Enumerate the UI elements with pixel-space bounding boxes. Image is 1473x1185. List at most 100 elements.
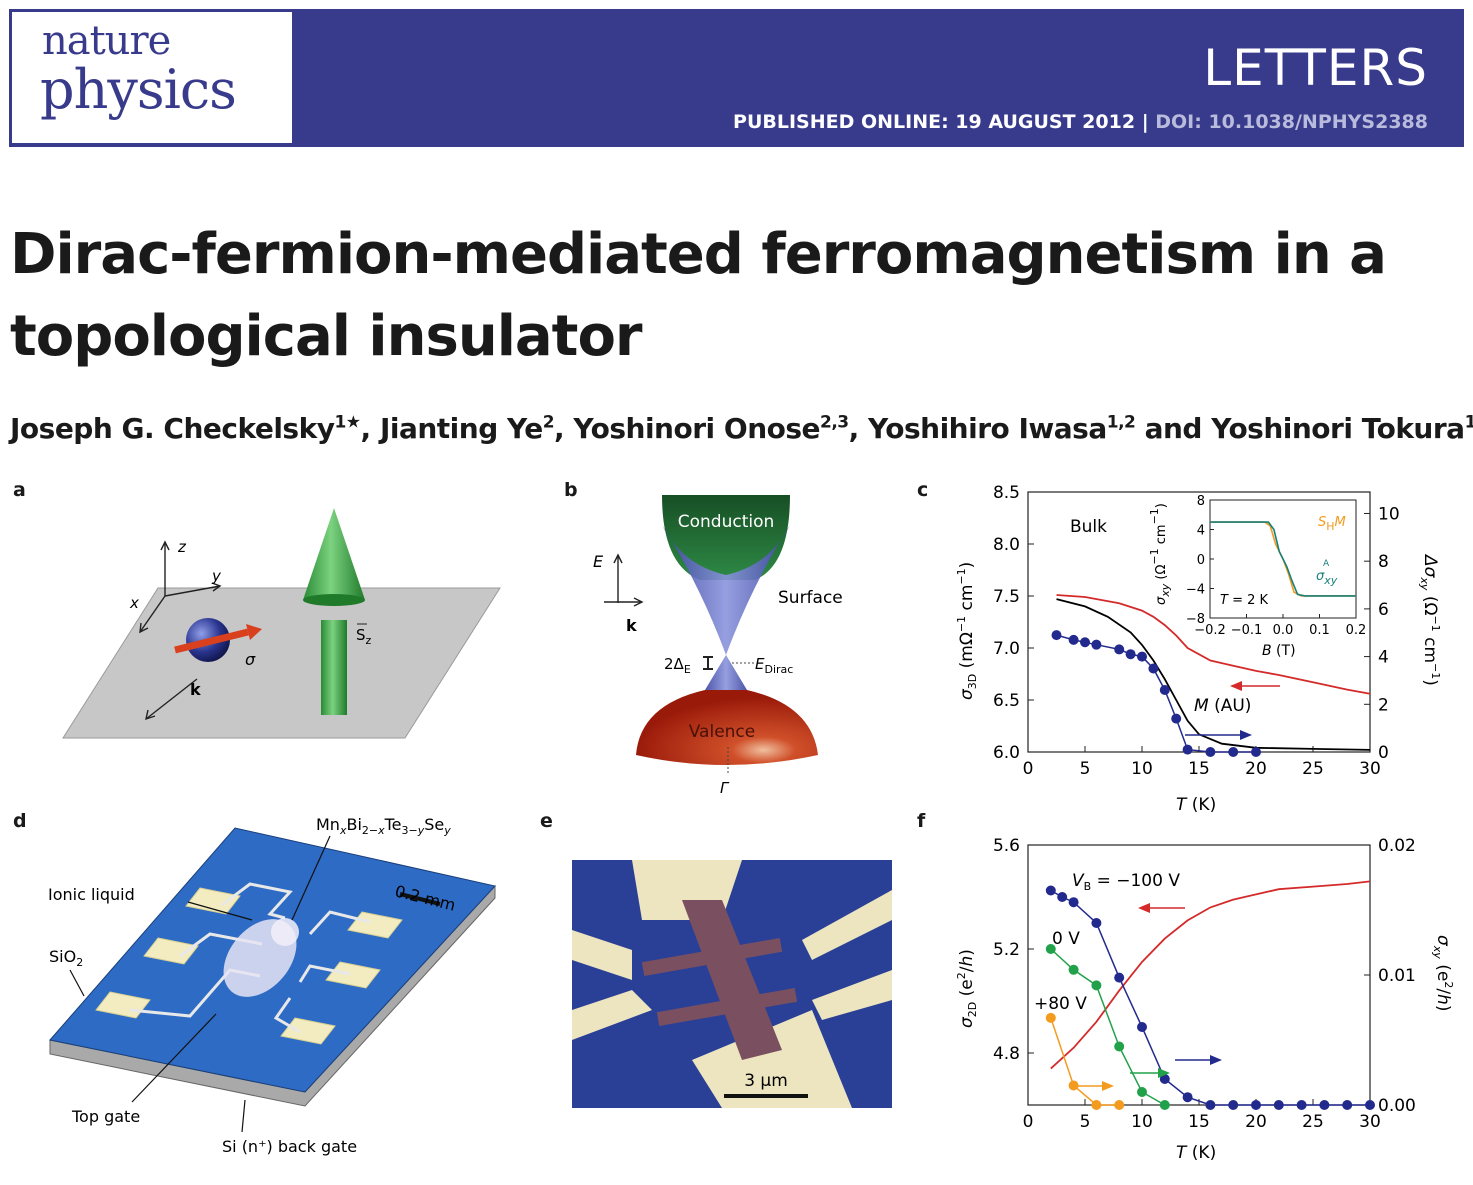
axis-x-label: x <box>129 594 139 612</box>
panel-label-c: c <box>917 479 929 501</box>
inset-legend-sigma: σxy <box>1316 569 1338 587</box>
y-right-tick-label: 8 <box>1378 552 1389 572</box>
data-point <box>1273 1100 1284 1110</box>
x-tick-label: 20 <box>1245 759 1267 779</box>
data-point <box>1319 1100 1330 1110</box>
x-axis-label: T (K) <box>1176 795 1216 815</box>
series-line <box>1050 880 1371 1070</box>
y-left-tick-label: 6.5 <box>993 691 1020 711</box>
data-point <box>1296 1100 1307 1110</box>
k-label: k <box>190 680 201 699</box>
arrowhead <box>1158 1068 1170 1078</box>
x-tick-label: 20 <box>1245 1112 1267 1132</box>
y-right-axis-label: σxy (e2/h) <box>1431 935 1455 1011</box>
data-point <box>1045 885 1056 896</box>
data-point <box>1171 713 1182 724</box>
data-point <box>1125 649 1136 660</box>
spin-arrow <box>246 624 262 640</box>
inset-x-tick-label: 0.2 <box>1346 623 1367 638</box>
panel-label-f: f <box>917 810 926 832</box>
data-point <box>1068 964 1079 975</box>
contact-pad <box>280 1017 336 1045</box>
sio2-label: SiO2 <box>49 947 83 969</box>
arrowhead <box>1102 1081 1114 1091</box>
data-point <box>1068 634 1079 645</box>
author-and: and <box>1135 412 1212 445</box>
logo-physics: physics <box>40 58 237 121</box>
contact-pad <box>185 887 241 915</box>
journal-logo: nature physics <box>12 12 292 143</box>
author-sep: , <box>848 412 869 445</box>
y-left-tick-label: 8.5 <box>993 483 1020 503</box>
series-line <box>1056 598 1371 751</box>
data-point <box>1251 1100 1261 1110</box>
x-tick-label: 10 <box>1131 1112 1153 1132</box>
x-tick-label: 25 <box>1302 759 1324 779</box>
publication-line: PUBLISHED ONLINE: 19 AUGUST 2012 | DOI: … <box>733 111 1428 133</box>
y-left-axis-label: σ3D (mΩ−1 cm−1) <box>955 562 979 700</box>
valence-label: Valence <box>689 722 756 742</box>
arrowhead <box>1230 681 1242 691</box>
data-point <box>1045 1012 1056 1023</box>
x-tick-label: 0 <box>1023 759 1034 779</box>
y-left-tick-label: 4.8 <box>993 1044 1020 1064</box>
axis-z-label: z <box>177 538 187 556</box>
panel-b-band-diagram: Conduction Surface Valence E k 2ΔE EDira… <box>593 495 843 797</box>
series-line <box>1050 1017 1120 1106</box>
back-gate-label: Si (n⁺) back gate <box>222 1137 357 1156</box>
author-sep: , <box>554 412 574 445</box>
surface-label: Surface <box>778 588 843 608</box>
author-name: Joseph G. Checkelsky <box>10 412 335 445</box>
bulk-label: Bulk <box>1070 517 1107 537</box>
energy-axis-label: E <box>593 552 604 571</box>
inset-y-tick-label: 8 <box>1197 494 1205 509</box>
author-name: Yoshinori Tokura <box>1211 412 1465 445</box>
inset-y-tick-label: −8 <box>1186 612 1205 627</box>
data-point <box>1159 684 1170 695</box>
inset-legend-shm: SHM <box>1318 515 1346 533</box>
data-point <box>1148 663 1159 674</box>
data-point <box>1228 747 1239 757</box>
series-label-0v: 0 V <box>1052 929 1080 949</box>
arrowhead <box>1138 903 1150 913</box>
contact-pad <box>143 937 199 965</box>
title-line-2: topological insulator <box>10 304 643 369</box>
y-right-tick-label: 0.00 <box>1378 1096 1416 1116</box>
data-point <box>1137 1087 1147 1097</box>
data-point <box>1342 1100 1353 1110</box>
m-au-label: M (AU) <box>1194 696 1251 716</box>
y-right-tick-label: 4 <box>1378 648 1389 668</box>
author-name: Yoshihiro Iwasa <box>868 412 1107 445</box>
valence-band <box>636 690 818 765</box>
series-line <box>1056 594 1371 695</box>
x-tick-label: 25 <box>1302 1112 1324 1132</box>
ionic-liquid-label: Ionic liquid <box>48 885 135 904</box>
electrode <box>692 1010 852 1108</box>
author-list: Joseph G. Checkelsky1★, Jianting Ye2, Yo… <box>10 412 1473 445</box>
x-tick-label: 5 <box>1080 1112 1091 1132</box>
data-point <box>1137 1022 1147 1032</box>
data-point <box>1205 747 1216 757</box>
data-point <box>1114 644 1125 655</box>
y-right-tick-label: 6 <box>1378 600 1389 620</box>
panel-a-figure: z y x k σ Sz <box>62 508 501 739</box>
y-left-tick-label: 5.2 <box>993 940 1020 960</box>
author-affiliation: 1,2 <box>1106 412 1136 433</box>
panel-label-d: d <box>13 810 27 832</box>
inset-y-tick-label: 4 <box>1197 524 1205 539</box>
x-tick-label: 5 <box>1080 759 1091 779</box>
conduction-label: Conduction <box>678 512 775 532</box>
scale-bar-d <box>399 892 441 906</box>
axis-y-label: y <box>211 567 222 585</box>
x-axis-label: T (K) <box>1176 1143 1216 1163</box>
panel-label-b: b <box>564 479 578 501</box>
author-sep: , <box>360 412 380 445</box>
series-label-80v: +80 V <box>1034 994 1087 1014</box>
x-tick-label: 15 <box>1188 759 1210 779</box>
inset-legend-sigma-sup: A <box>1323 559 1330 569</box>
data-point <box>1051 630 1062 641</box>
inset-x-tick-label: −0.1 <box>1231 623 1263 638</box>
data-point <box>1045 944 1056 954</box>
doi[interactable]: DOI: 10.1038/NPHYS2388 <box>1155 111 1428 133</box>
